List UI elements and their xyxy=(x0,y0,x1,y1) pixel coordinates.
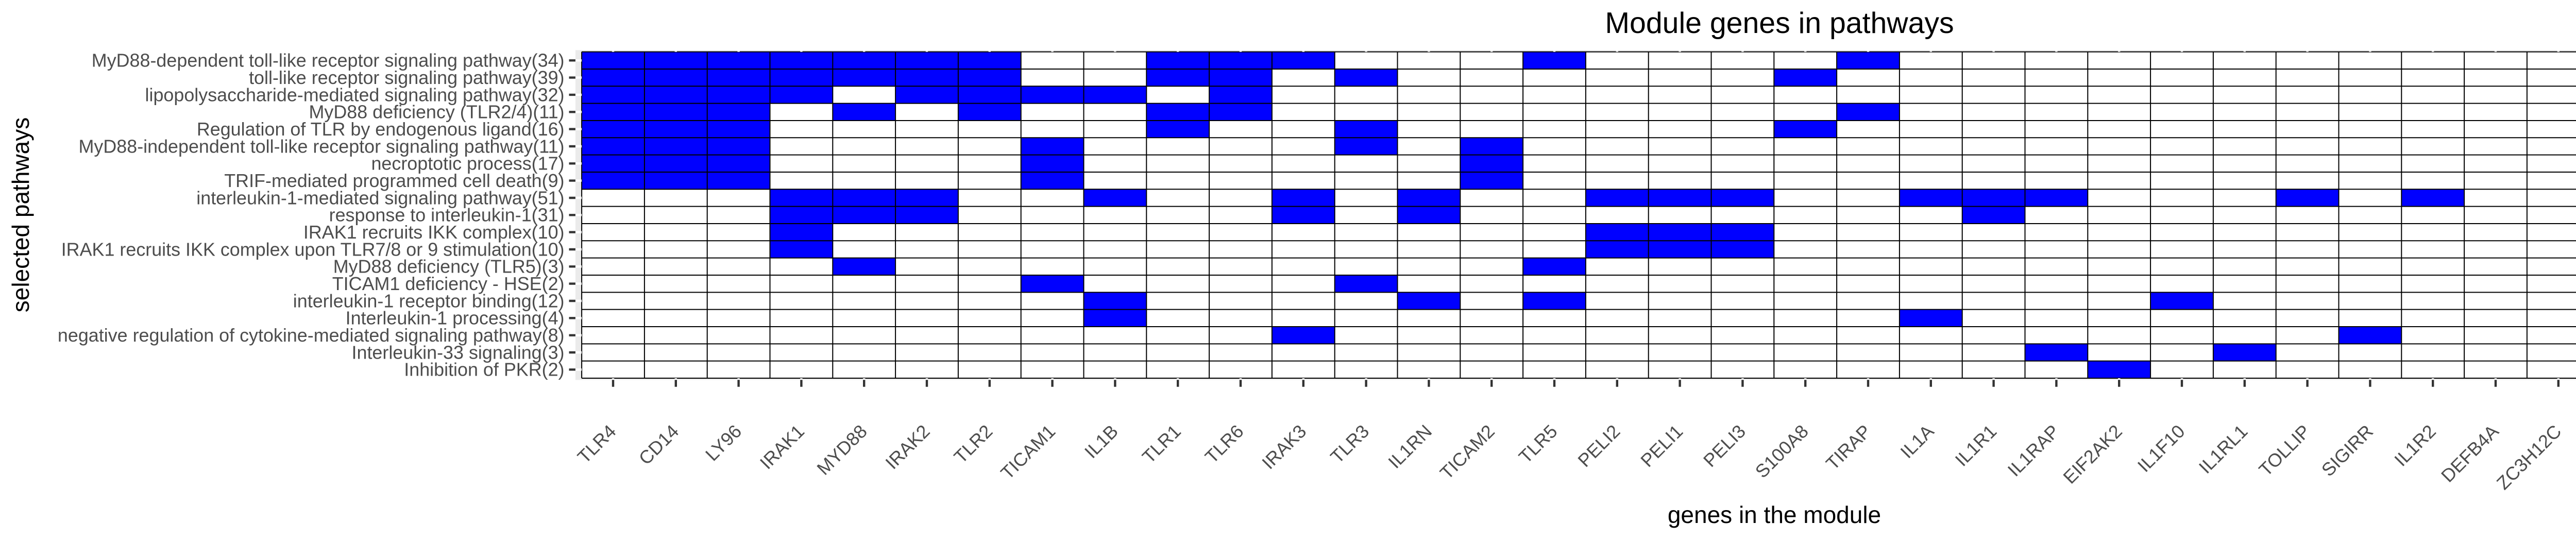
svg-text:lipopolysaccharide-mediated si: lipopolysaccharide-mediated signaling pa… xyxy=(145,84,565,105)
svg-text:TRIF-mediated programmed cell: TRIF-mediated programmed cell death(9) xyxy=(224,171,564,191)
svg-text:Interleukin-1 processing(4): Interleukin-1 processing(4) xyxy=(346,308,565,329)
svg-text:interleukin-1-mediated signali: interleukin-1-mediated signaling pathway… xyxy=(196,188,564,208)
svg-text:negative regulation of cytokin: negative regulation of cytokine-mediated… xyxy=(58,325,565,346)
svg-text:IRAK1 recruits IKK complex upo: IRAK1 recruits IKK complex upon TLR7/8 o… xyxy=(61,239,565,260)
svg-text:necroptotic process(17): necroptotic process(17) xyxy=(371,154,564,174)
svg-text:toll-like receptor signaling p: toll-like receptor signaling pathway(39) xyxy=(249,67,564,88)
svg-text:MyD88-dependent toll-like rece: MyD88-dependent toll-like receptor signa… xyxy=(92,50,565,71)
svg-text:IRAK1 recruits IKK complex(10): IRAK1 recruits IKK complex(10) xyxy=(303,222,565,243)
svg-text:selected pathways: selected pathways xyxy=(7,117,34,312)
svg-text:MyD88 deficiency (TLR2/4)(11): MyD88 deficiency (TLR2/4)(11) xyxy=(309,102,565,123)
svg-text:Inhibition of PKR(2): Inhibition of PKR(2) xyxy=(404,360,564,380)
svg-text:Module genes in pathways: Module genes in pathways xyxy=(1605,7,1954,40)
svg-text:interleukin-1 receptor binding: interleukin-1 receptor binding(12) xyxy=(293,291,565,311)
svg-text:MyD88-independent toll-like re: MyD88-independent toll-like receptor sig… xyxy=(79,136,565,157)
svg-text:TICAM1 deficiency - HSE(2): TICAM1 deficiency - HSE(2) xyxy=(332,274,565,294)
svg-text:MyD88 deficiency (TLR5)(3): MyD88 deficiency (TLR5)(3) xyxy=(333,257,565,277)
svg-text:genes in the module: genes in the module xyxy=(1668,501,1881,528)
svg-text:response to interleukin-1(31): response to interleukin-1(31) xyxy=(329,205,565,226)
svg-text:Interleukin-33 signaling(3): Interleukin-33 signaling(3) xyxy=(352,342,565,363)
svg-text:Regulation of TLR by endogenou: Regulation of TLR by endogenous ligand(1… xyxy=(197,119,565,140)
